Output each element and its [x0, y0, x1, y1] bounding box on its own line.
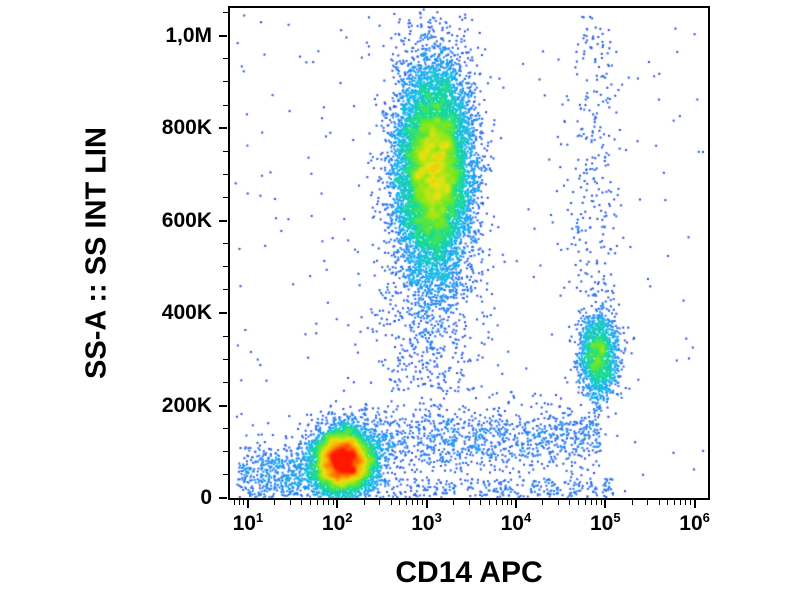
- x-minor-tick: [690, 500, 691, 505]
- x-minor-tick: [658, 500, 660, 505]
- x-tick-label: 101: [232, 510, 264, 535]
- x-major-tick: [604, 500, 607, 508]
- scatter-points-canvas: [230, 8, 708, 498]
- y-axis-label: SS-A :: SS INT LIN: [80, 127, 113, 379]
- x-minor-tick: [680, 500, 682, 505]
- x-minor-tick: [289, 500, 291, 505]
- x-minor-tick: [468, 500, 470, 505]
- x-tick-label: 105: [589, 510, 621, 535]
- x-minor-tick: [488, 500, 490, 505]
- y-major-tick: [219, 219, 227, 222]
- x-minor-tick: [511, 500, 513, 505]
- x-minor-tick: [584, 500, 586, 505]
- x-minor-tick: [309, 500, 311, 505]
- x-minor-tick: [412, 500, 414, 505]
- x-minor-tick: [379, 500, 381, 505]
- y-major-tick: [219, 127, 227, 130]
- x-minor-tick: [479, 500, 481, 505]
- x-minor-tick: [506, 500, 508, 505]
- x-minor-tick: [322, 500, 324, 505]
- y-tick-label: 0: [200, 486, 212, 509]
- x-major-tick: [246, 500, 249, 508]
- x-minor-tick: [406, 500, 408, 505]
- x-minor-tick: [390, 500, 392, 505]
- x-major-tick: [425, 500, 428, 508]
- x-tick-label: 102: [321, 510, 353, 535]
- y-major-tick: [219, 34, 227, 37]
- x-axis-label: CD14 APC: [395, 556, 543, 589]
- x-minor-tick: [332, 500, 334, 505]
- x-tick-label: 103: [411, 510, 442, 535]
- x-major-tick: [336, 500, 339, 508]
- y-tick-label: 200K: [161, 393, 212, 417]
- y-major-tick: [219, 404, 227, 407]
- x-minor-tick: [569, 500, 571, 505]
- x-minor-tick: [238, 500, 240, 505]
- x-minor-tick: [577, 500, 579, 505]
- x-minor-tick: [399, 500, 401, 505]
- x-minor-tick: [274, 500, 276, 505]
- x-minor-tick: [243, 500, 245, 505]
- x-minor-tick: [421, 500, 423, 505]
- x-minor-tick: [328, 500, 330, 505]
- x-minor-tick: [631, 500, 633, 505]
- x-minor-tick: [495, 500, 497, 505]
- x-tick-label: 104: [500, 510, 532, 535]
- x-minor-tick: [501, 500, 503, 505]
- x-minor-tick: [417, 500, 419, 505]
- x-minor-tick: [667, 500, 669, 505]
- x-minor-tick: [685, 500, 687, 505]
- x-minor-tick: [596, 500, 598, 505]
- x-minor-tick: [600, 500, 602, 505]
- x-minor-tick: [452, 500, 454, 505]
- x-tick-label: 106: [679, 510, 710, 535]
- x-minor-tick: [674, 500, 676, 505]
- y-major-tick: [219, 312, 227, 315]
- x-major-tick: [514, 500, 517, 508]
- x-minor-tick: [590, 500, 592, 505]
- y-tick-label: 1,0M: [165, 23, 212, 47]
- x-minor-tick: [301, 500, 303, 505]
- x-minor-tick: [542, 500, 544, 505]
- x-minor-tick: [647, 500, 649, 505]
- x-minor-tick: [558, 500, 560, 505]
- y-major-tick: [219, 497, 227, 499]
- x-minor-tick: [363, 500, 365, 505]
- x-minor-tick: [316, 500, 318, 505]
- x-major-tick: [693, 500, 696, 508]
- x-minor-tick: [233, 500, 235, 505]
